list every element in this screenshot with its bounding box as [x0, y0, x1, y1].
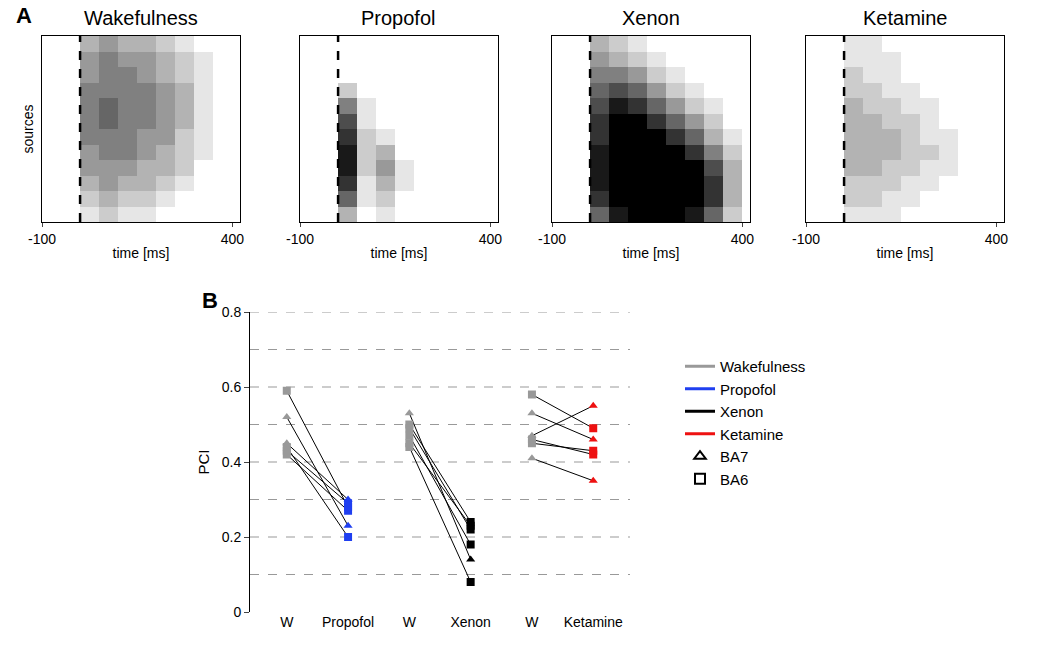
svg-text:W: W	[280, 614, 294, 630]
svg-text:sources: sources	[20, 104, 36, 153]
svg-text:Propofol: Propofol	[322, 614, 374, 630]
svg-text:400: 400	[985, 231, 1009, 247]
svg-text:400: 400	[479, 231, 503, 247]
svg-text:BA7: BA7	[720, 448, 748, 465]
svg-text:-100: -100	[538, 231, 566, 247]
svg-text:Propofol: Propofol	[720, 381, 776, 398]
svg-text:time [ms]: time [ms]	[371, 245, 428, 261]
svg-text:-100: -100	[286, 231, 314, 247]
svg-text:Ketamine: Ketamine	[564, 614, 623, 630]
svg-text:BA6: BA6	[720, 471, 748, 488]
svg-text:A: A	[16, 3, 32, 28]
svg-text:Xenon: Xenon	[622, 7, 680, 29]
svg-text:Wakefulness: Wakefulness	[84, 7, 198, 29]
svg-text:Ketamine: Ketamine	[863, 7, 948, 29]
svg-text:-100: -100	[28, 231, 56, 247]
svg-text:time [ms]: time [ms]	[113, 245, 170, 261]
svg-text:0.4: 0.4	[222, 454, 242, 470]
svg-text:Xenon: Xenon	[450, 614, 490, 630]
svg-text:Ketamine: Ketamine	[720, 426, 783, 443]
svg-text:PCI: PCI	[195, 449, 212, 474]
svg-text:0.2: 0.2	[222, 529, 242, 545]
svg-text:Propofol: Propofol	[361, 7, 436, 29]
svg-text:W: W	[403, 614, 417, 630]
svg-text:0: 0	[233, 604, 241, 620]
svg-text:0.8: 0.8	[222, 304, 242, 320]
svg-text:400: 400	[221, 231, 245, 247]
svg-text:Wakefulness: Wakefulness	[720, 358, 805, 375]
svg-text:-100: -100	[792, 231, 820, 247]
svg-text:time [ms]: time [ms]	[877, 245, 934, 261]
svg-text:400: 400	[731, 231, 755, 247]
svg-text:B: B	[202, 288, 218, 313]
svg-text:time [ms]: time [ms]	[623, 245, 680, 261]
svg-text:Xenon: Xenon	[720, 403, 763, 420]
svg-text:0.6: 0.6	[222, 379, 242, 395]
svg-text:W: W	[525, 614, 539, 630]
